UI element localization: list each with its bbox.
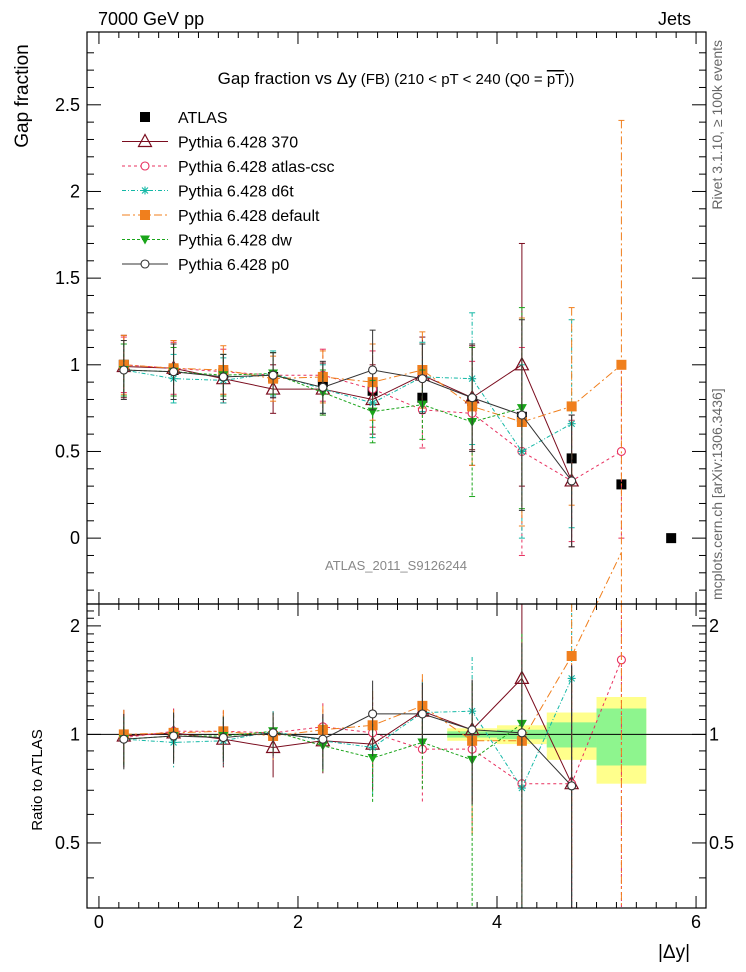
data-point: [566, 401, 577, 412]
ratio-line: [123, 713, 573, 787]
series-line: [123, 364, 622, 423]
series-line: [123, 364, 573, 482]
ratio-point: [368, 709, 378, 719]
ratio-panel-series: [116, 552, 626, 908]
data-point: [368, 365, 378, 375]
legend-label: ATLAS: [178, 110, 228, 127]
main-title: Gap fraction vs Δy (FB) (210 < pT < 240 …: [218, 69, 575, 88]
ratio-ytick-label: 2: [70, 616, 80, 636]
data-point: [169, 367, 179, 377]
ratio-pythia-6-428-370: [116, 604, 580, 908]
side-label-rivet: Rivet 3.1.10, ≥ 100k events: [709, 40, 725, 210]
legend-marker: [141, 186, 149, 195]
legend-label: Pythia 6.428 370: [178, 135, 298, 152]
legend-item-atlas: ATLAS: [140, 110, 228, 127]
main-ytick-label: 1: [70, 355, 80, 375]
main-ytick-label: 0: [70, 528, 80, 548]
ratio-point: [517, 728, 527, 738]
ratio-pythia-6-428-dw: [118, 633, 527, 908]
ratio-point: [567, 781, 577, 791]
legend-label: Pythia 6.428 atlas-csc: [178, 159, 335, 176]
ratio-point: [119, 734, 129, 744]
ratio-point: [417, 709, 427, 719]
ratio-pythia-6-428-d6t: [119, 604, 576, 908]
legend-item-pythia-6-428-default: Pythia 6.428 default: [122, 208, 320, 225]
series-line: [123, 369, 573, 482]
series-pythia-6-428-370: [116, 242, 580, 548]
ratio-pythia-6-428-p0: [119, 642, 577, 908]
main-ytick-label: 2.5: [55, 95, 80, 115]
legend-item-pythia-6-428-dw: Pythia 6.428 dw: [122, 233, 292, 250]
main-ytick-label: 2: [70, 181, 80, 201]
legend-item-pythia-6-428-370: Pythia 6.428 370: [122, 133, 298, 152]
series-pythia-6-428-p0: [119, 319, 577, 548]
legend-item-pythia-6-428-atlas-csc: Pythia 6.428 atlas-csc: [122, 159, 335, 176]
header-right: Jets: [658, 9, 691, 29]
ratio-point: [467, 725, 477, 735]
xlabel: |Δy|: [658, 942, 690, 963]
xtick-label: 6: [691, 912, 701, 932]
series-line: [123, 369, 572, 453]
ratio-uncertainty-bands: [87, 696, 706, 784]
axes: 0 0.5 1 1.5 2 2.5 0.5 0.5 1 1 2 2 0 2 4 6: [55, 31, 734, 932]
main-panel-series: [116, 119, 677, 605]
ratio-line: [123, 677, 573, 784]
ratio-point: [566, 651, 577, 662]
ratio-point: [268, 728, 278, 738]
legend-label: Pythia 6.428 default: [178, 208, 320, 225]
data-point: [268, 370, 278, 380]
data-point: [467, 393, 477, 403]
data-point: [517, 410, 527, 420]
ratio-ytick-label: 0.5: [55, 833, 80, 853]
xtick-label: 0: [94, 912, 104, 932]
data-point: [417, 374, 427, 384]
xtick-label: 4: [492, 912, 502, 932]
ratio-point: [169, 731, 179, 741]
data-point: [567, 476, 577, 486]
side-label-mcplots: mcplots.cern.ch [arXiv:1306.3436]: [709, 388, 725, 600]
ratio-frame: [86, 603, 707, 909]
ratio-point: [318, 734, 328, 744]
ratio-ytick-label-right: 1: [709, 724, 719, 744]
data-point: [218, 372, 228, 382]
ratio-ytick-label-right: 2: [709, 616, 719, 636]
legend-marker: [140, 235, 150, 245]
ratio-ylabel: Ratio to ATLAS: [29, 729, 46, 830]
data-point: [616, 359, 627, 370]
main-ylabel: Gap fraction: [12, 44, 33, 148]
ratio-ytick-label-right: 0.5: [709, 833, 734, 853]
legend-item-pythia-6-428-p0: Pythia 6.428 p0: [122, 257, 289, 274]
ratio-point: [218, 733, 228, 743]
series-pythia-6-428-d6t: [119, 312, 576, 539]
header-left: 7000 GeV pp: [98, 9, 204, 29]
xtick-label: 2: [293, 912, 303, 932]
ratio-line: [123, 678, 573, 790]
legend-item-pythia-6-428-d6t: Pythia 6.428 d6t: [122, 184, 294, 201]
legend: ATLAS Pythia 6.428 370 Pythia 6.428 atlas-…: [122, 110, 335, 274]
legend-marker: [140, 112, 150, 122]
main-ytick-label: 0.5: [55, 441, 80, 461]
legend-marker: [140, 161, 150, 171]
legend-label: Pythia 6.428 d6t: [178, 184, 294, 201]
legend-label: Pythia 6.428 p0: [178, 257, 289, 274]
watermark: ATLAS_2011_S9126244: [325, 558, 467, 573]
legend-marker: [140, 210, 150, 220]
legend-marker: [140, 259, 150, 269]
data-point: [119, 365, 129, 375]
data-point: [318, 382, 328, 392]
legend-label: Pythia 6.428 dw: [178, 233, 292, 250]
legend-marker: [137, 133, 153, 148]
atlas-point: [666, 533, 677, 544]
ratio-line: [123, 552, 622, 742]
ratio-ytick-label: 1: [70, 724, 80, 744]
ratio-point: [367, 754, 378, 764]
main-ytick-label: 1.5: [55, 268, 80, 288]
